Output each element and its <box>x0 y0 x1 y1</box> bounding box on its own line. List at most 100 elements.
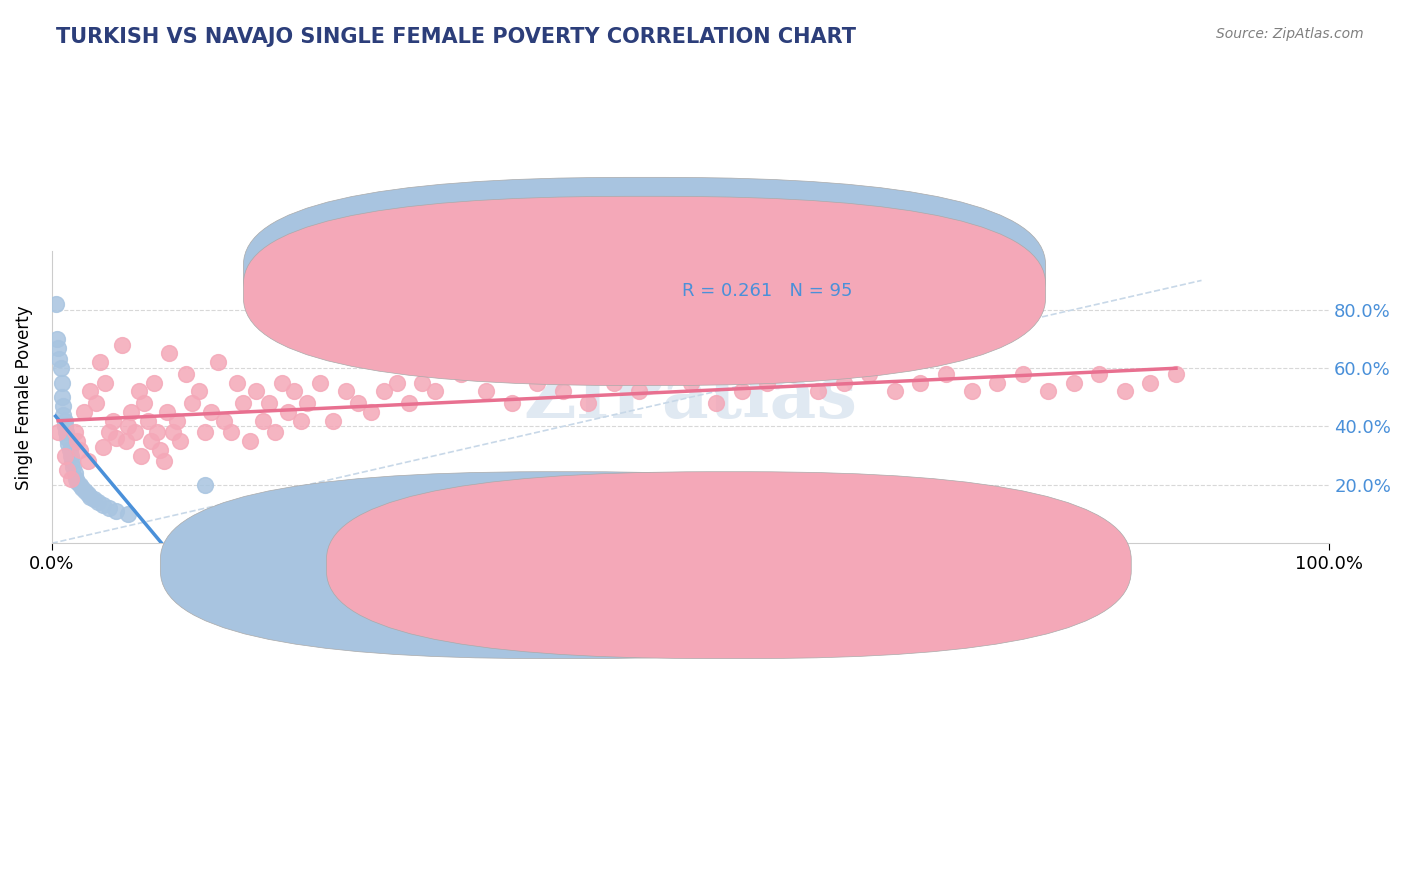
Point <box>49 361 72 376</box>
Point <box>450 367 472 381</box>
Point <box>149 442 172 457</box>
Point <box>277 405 299 419</box>
Point <box>174 367 197 381</box>
Point <box>207 355 229 369</box>
Point <box>46 425 69 440</box>
Point <box>603 376 626 390</box>
Point <box>832 376 855 390</box>
Point <box>526 376 548 390</box>
Point <box>1164 367 1187 381</box>
Y-axis label: Single Female Poverty: Single Female Poverty <box>15 305 32 490</box>
Point <box>63 466 86 480</box>
Point <box>66 475 89 489</box>
Point <box>730 384 752 399</box>
Point <box>1011 367 1033 381</box>
Point <box>120 405 142 419</box>
Point <box>129 449 152 463</box>
Point <box>45 297 67 311</box>
Point <box>59 472 82 486</box>
Point <box>704 396 727 410</box>
Point <box>62 460 84 475</box>
Point <box>257 396 280 410</box>
Point <box>297 396 319 410</box>
Point <box>86 396 108 410</box>
Point <box>628 384 651 399</box>
Point <box>73 405 96 419</box>
Point <box>52 399 75 413</box>
Point <box>960 384 983 399</box>
Point <box>79 384 101 399</box>
Point <box>73 483 96 498</box>
Point <box>986 376 1008 390</box>
Point <box>91 440 114 454</box>
Point <box>66 434 89 448</box>
Point <box>83 492 105 507</box>
Point <box>169 434 191 448</box>
Point <box>141 434 163 448</box>
Point <box>55 425 77 440</box>
Point <box>91 498 114 512</box>
Point <box>654 367 676 381</box>
FancyBboxPatch shape <box>243 196 1046 385</box>
Point <box>87 495 110 509</box>
Point <box>69 442 91 457</box>
Text: R = 0.312   N = 33: R = 0.312 N = 33 <box>682 263 852 281</box>
Point <box>162 425 184 440</box>
Point <box>51 376 73 390</box>
Point <box>1088 367 1111 381</box>
Point <box>59 442 82 457</box>
FancyBboxPatch shape <box>326 472 1132 658</box>
Point <box>89 355 111 369</box>
Point <box>1038 384 1060 399</box>
Point <box>679 376 702 390</box>
Point <box>335 384 357 399</box>
Text: Turks: Turks <box>595 556 638 574</box>
Point <box>219 425 242 440</box>
Point <box>398 396 420 410</box>
Point <box>157 346 180 360</box>
Point <box>136 414 159 428</box>
FancyBboxPatch shape <box>243 178 1046 367</box>
Point <box>226 376 249 390</box>
Point <box>187 384 209 399</box>
Point <box>373 384 395 399</box>
Point <box>232 396 254 410</box>
FancyBboxPatch shape <box>595 256 1042 300</box>
Point <box>117 419 139 434</box>
Point <box>1063 376 1085 390</box>
Point <box>782 367 804 381</box>
Point <box>52 408 75 422</box>
Point <box>69 478 91 492</box>
Point <box>239 434 262 448</box>
Point <box>115 434 138 448</box>
Point <box>290 414 312 428</box>
Point <box>104 431 127 445</box>
Point <box>1114 384 1136 399</box>
Point <box>45 332 67 346</box>
Point <box>200 405 222 419</box>
Point <box>360 405 382 419</box>
Point <box>385 376 408 390</box>
Point <box>79 490 101 504</box>
Point <box>858 367 880 381</box>
Point <box>245 384 267 399</box>
Point <box>756 376 779 390</box>
Point <box>270 376 292 390</box>
Point <box>1139 376 1161 390</box>
Point <box>551 384 574 399</box>
Point <box>56 463 79 477</box>
Text: ZIPatlas: ZIPatlas <box>523 362 858 433</box>
Point <box>94 376 117 390</box>
Point <box>51 390 73 404</box>
Point <box>76 454 98 468</box>
Point <box>53 449 76 463</box>
Point <box>142 376 165 390</box>
Point <box>181 396 204 410</box>
Point <box>501 396 523 410</box>
Point <box>322 414 344 428</box>
Text: Source: ZipAtlas.com: Source: ZipAtlas.com <box>1216 27 1364 41</box>
Point <box>63 425 86 440</box>
Point <box>104 504 127 518</box>
Point <box>128 384 150 399</box>
Point <box>212 414 235 428</box>
